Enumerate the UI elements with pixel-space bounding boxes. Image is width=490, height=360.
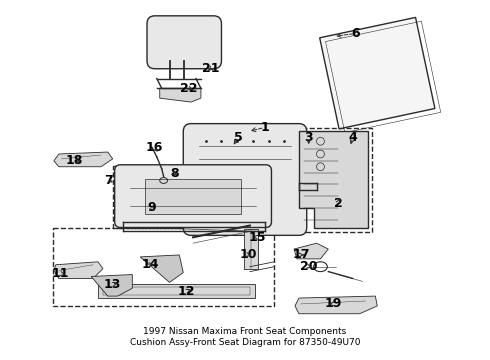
Polygon shape (294, 243, 328, 259)
FancyBboxPatch shape (183, 123, 307, 235)
Polygon shape (140, 255, 183, 282)
Text: 16: 16 (145, 141, 163, 154)
Text: 2: 2 (334, 197, 343, 210)
Polygon shape (244, 229, 258, 269)
Polygon shape (54, 152, 113, 167)
Polygon shape (91, 275, 132, 296)
Text: 21: 21 (202, 62, 220, 75)
Bar (113, 166, 270, 228)
Text: 1997 Nissan Maxima Front Seat Components
Cushion Assy-Front Seat Diagram for 873: 1997 Nissan Maxima Front Seat Components… (130, 328, 360, 347)
FancyBboxPatch shape (147, 16, 221, 69)
Text: 20: 20 (300, 260, 318, 273)
Bar (325, 21, 441, 132)
Text: 1: 1 (260, 121, 269, 134)
Text: 12: 12 (177, 285, 195, 298)
Text: 10: 10 (239, 248, 257, 261)
Text: 7: 7 (104, 174, 113, 187)
Bar (184, 127, 372, 233)
Bar (103, 287, 250, 295)
Bar (53, 228, 274, 306)
Text: 5: 5 (234, 131, 243, 144)
Text: 18: 18 (66, 154, 83, 167)
Text: 17: 17 (292, 248, 310, 261)
Text: 19: 19 (324, 297, 342, 310)
Polygon shape (160, 88, 201, 102)
Text: 3: 3 (304, 131, 313, 144)
Text: 4: 4 (348, 131, 357, 144)
FancyBboxPatch shape (115, 165, 271, 228)
Text: 6: 6 (351, 27, 360, 40)
Text: 8: 8 (170, 167, 179, 180)
Bar (98, 284, 255, 298)
Text: 15: 15 (249, 231, 267, 244)
Polygon shape (295, 296, 377, 314)
Text: 9: 9 (147, 201, 156, 215)
Bar (145, 179, 241, 214)
Text: 22: 22 (180, 82, 198, 95)
Polygon shape (299, 131, 368, 228)
Text: 14: 14 (141, 258, 159, 271)
Bar (319, 17, 435, 129)
Text: 13: 13 (104, 278, 122, 291)
Text: 11: 11 (52, 267, 70, 280)
Polygon shape (54, 262, 103, 279)
